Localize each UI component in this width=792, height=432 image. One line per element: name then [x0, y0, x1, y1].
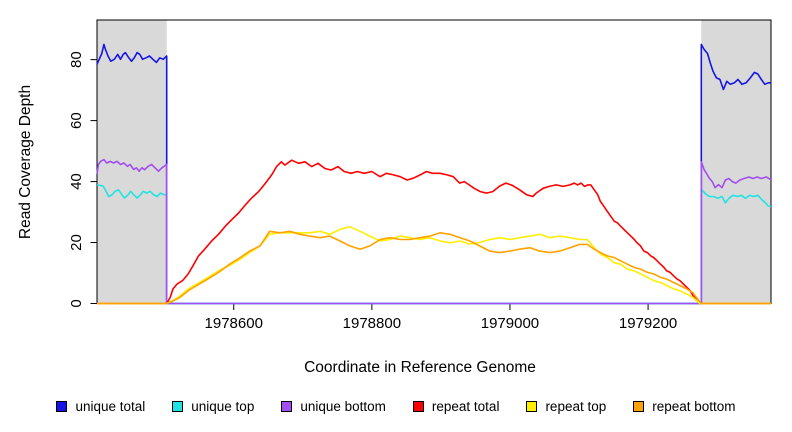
x-tick-label: 1978600	[205, 315, 263, 332]
series-line-repeat-total	[97, 159, 771, 305]
plot-generated-layer: 1978600 1978800 1979000 1979200 0 20 40 60 80	[68, 19, 772, 332]
y-tick-label: 60	[68, 112, 85, 129]
x-axis-title: Coordinate in Reference Genome	[304, 359, 536, 376]
series-line-unique-bottom	[96, 158, 772, 305]
y-tick-label: 80	[68, 51, 85, 68]
x-tick-label: 1979000	[481, 315, 539, 332]
series-line-unique-top	[96, 183, 772, 305]
plot-area: 1978600 1978800 1979000 1979200 0 20 40 60 80 Co…	[17, 19, 772, 376]
legend-item-repeat-top: repeat top	[526, 399, 606, 414]
y-tick-label: 40	[68, 173, 85, 190]
series-line-repeat-bottom	[97, 230, 771, 305]
legend-swatch-icon	[412, 401, 424, 412]
legend-item-unique-top: unique top	[172, 399, 254, 414]
legend-swatch-icon	[633, 401, 645, 412]
legend-swatch-icon	[526, 401, 538, 412]
legend-item-unique-total: unique total	[56, 399, 145, 414]
y-tick-label: 0	[68, 299, 85, 307]
legend-label: repeat total	[431, 399, 500, 414]
legend: unique total unique top unique bottom re…	[0, 399, 792, 414]
legend-swatch-icon	[172, 401, 184, 412]
legend-swatch-icon	[281, 401, 293, 412]
series-line-unique-total	[96, 43, 771, 305]
x-tick-label: 1978800	[343, 315, 401, 332]
legend-label: unique total	[75, 399, 146, 414]
y-tick-label: 20	[68, 234, 85, 251]
legend-label: unique bottom	[300, 399, 386, 414]
legend-item-repeat-bottom: repeat bottom	[633, 399, 736, 414]
legend-item-unique-bottom: unique bottom	[281, 399, 386, 414]
series-line-repeat-top	[97, 225, 771, 305]
y-axis-title: Read Coverage Depth	[17, 85, 34, 239]
shaded-region	[701, 20, 771, 304]
legend-item-repeat-total: repeat total	[412, 399, 500, 414]
plot-box	[96, 19, 772, 304]
legend-label: repeat bottom	[652, 399, 736, 414]
legend-label: unique top	[191, 399, 255, 414]
x-tick-label: 1979200	[619, 315, 677, 332]
legend-label: repeat top	[545, 399, 607, 414]
legend-swatch-icon	[56, 401, 68, 412]
